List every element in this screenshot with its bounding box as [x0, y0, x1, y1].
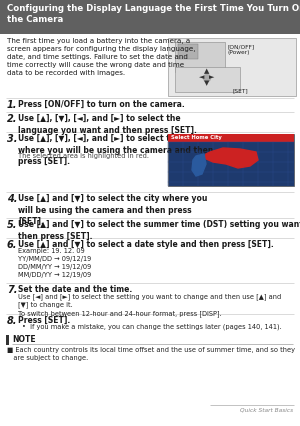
Text: 1.: 1.	[7, 100, 17, 110]
Text: 7.: 7.	[7, 285, 17, 295]
Text: The selected area is highlighted in red.: The selected area is highlighted in red.	[18, 153, 149, 159]
Text: Set the date and the time.: Set the date and the time.	[18, 285, 132, 294]
Text: ▼: ▼	[204, 80, 210, 86]
Text: Use [▲] and [▼] to select the summer time (DST) setting you want and
then press : Use [▲] and [▼] to select the summer tim…	[18, 220, 300, 241]
Text: Configuring the Display Language the First Time You Turn On
the Camera: Configuring the Display Language the Fir…	[7, 4, 300, 24]
Text: ▲: ▲	[204, 68, 210, 74]
Text: [ON/OFF]
(Power): [ON/OFF] (Power)	[228, 44, 255, 55]
Text: Quick Start Basics: Quick Start Basics	[240, 408, 293, 413]
Text: NOTE: NOTE	[12, 335, 36, 344]
Bar	[0, 0, 300, 34]
Text: Use [▲], [▼], [◄], and [►] to select the
language you want and then press [SET].: Use [▲], [▼], [◄], and [►] to select the…	[18, 114, 197, 135]
Bar	[168, 38, 296, 96]
Text: Example: 19. 12. 09
YY/MM/DD → 09/12/19
DD/MM/YY → 19/12/09
MM/DD/YY → 12/19/09: Example: 19. 12. 09 YY/MM/DD → 09/12/19 …	[18, 248, 91, 278]
Text: •  If you make a mistake, you can change the settings later (pages 140, 141).: • If you make a mistake, you can change …	[22, 324, 282, 331]
Bar	[175, 67, 240, 92]
Bar	[168, 134, 294, 142]
Bar	[6, 335, 9, 345]
Bar	[175, 42, 225, 72]
Text: 8.: 8.	[7, 316, 17, 326]
Circle shape	[203, 75, 211, 81]
Text: Use [▲], [▼], [◄], and [►] to select the area
where you will be using the camera: Use [▲], [▼], [◄], and [►] to select the…	[18, 134, 213, 166]
Polygon shape	[192, 154, 206, 176]
Text: 4.: 4.	[7, 194, 17, 204]
Text: Press [SET].: Press [SET].	[18, 316, 70, 325]
Text: 5.: 5.	[7, 220, 17, 230]
Text: ◄: ◄	[199, 74, 205, 80]
Text: Press [ON/OFF] to turn on the camera.: Press [ON/OFF] to turn on the camera.	[18, 100, 185, 109]
Text: ►: ►	[209, 74, 215, 80]
Text: ■ Each country controls its local time offset and the use of summer time, and so: ■ Each country controls its local time o…	[7, 347, 295, 361]
Text: Use [▲] and [▼] to select the city where you
will be using the camera and then p: Use [▲] and [▼] to select the city where…	[18, 194, 207, 226]
Text: [SET]: [SET]	[232, 88, 248, 93]
Text: The first time you load a battery into the camera, a
screen appears for configur: The first time you load a battery into t…	[7, 38, 196, 75]
Text: 6.: 6.	[7, 240, 17, 250]
Text: Use [▲] and [▼] to select a date style and then press [SET].: Use [▲] and [▼] to select a date style a…	[18, 240, 274, 249]
Text: Use [◄] and [►] to select the setting you want to change and then use [▲] and
[▼: Use [◄] and [►] to select the setting yo…	[18, 293, 281, 317]
Bar	[178, 44, 198, 59]
Text: 2.: 2.	[7, 114, 17, 124]
Polygon shape	[204, 148, 258, 168]
Bar	[168, 134, 294, 186]
Text: Select Home City: Select Home City	[171, 135, 222, 140]
Text: 3.: 3.	[7, 134, 17, 144]
